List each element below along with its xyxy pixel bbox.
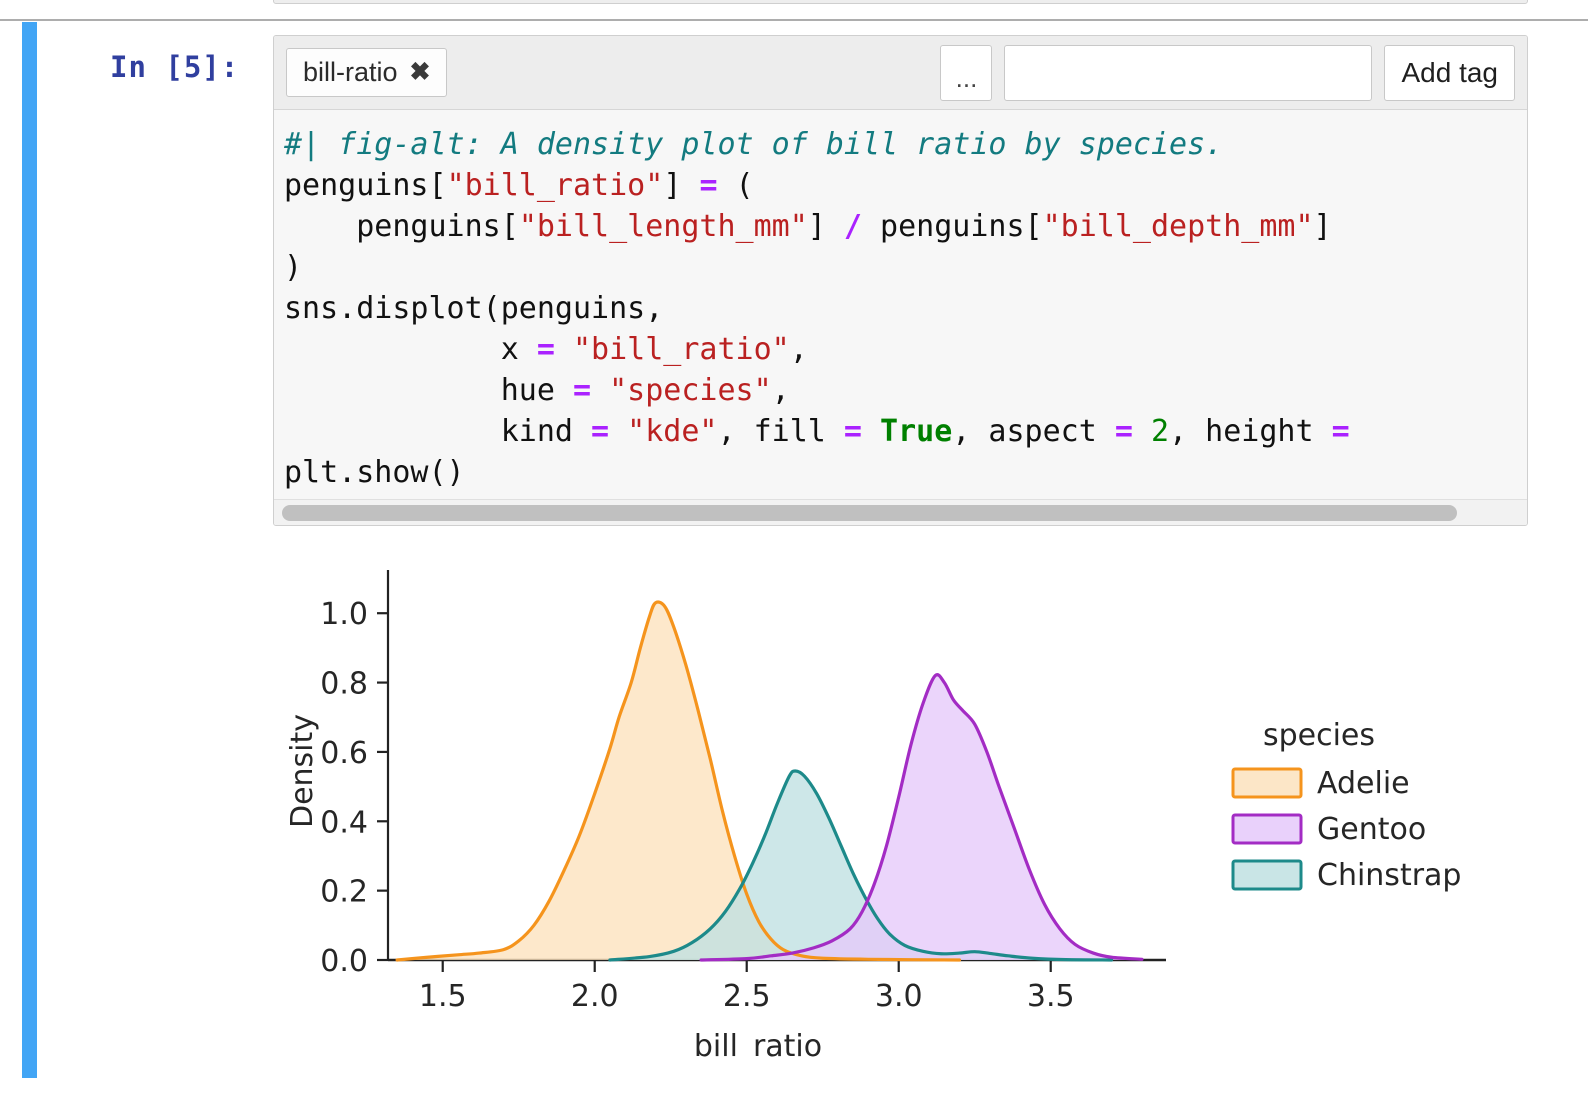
code-line-1: #| fig-alt: A density plot of bill ratio…: [284, 124, 1527, 165]
code-line-2: penguins["bill_ratio"] = (: [284, 165, 1527, 206]
cell-selection-bar[interactable]: [22, 22, 37, 1078]
code-token-op: =: [591, 414, 610, 449]
density-plot-svg: 0.0 0.2 0.4 0.6 0.8 1.0 1.5 2.0 2.5 3.0 3.5 bill_ra…: [285, 570, 1461, 1060]
y-tick-label: 0.2: [320, 875, 368, 910]
y-tick-label: 0.6: [320, 736, 368, 771]
series-line-adelie: [395, 600, 962, 962]
code-token-str: "bill_ratio": [446, 168, 664, 203]
code-token-op: =: [536, 332, 555, 367]
code-token-str: "species": [609, 373, 772, 408]
code-token-num: 2: [1150, 414, 1170, 449]
code-token-plain: (: [717, 168, 754, 203]
y-tick-label: 0.4: [320, 805, 368, 840]
cell-input-area: bill-ratio ✖ ... Add tag #| fig-alt: A d…: [273, 35, 1528, 526]
x-tick-label: 1.5: [419, 979, 467, 1014]
cell-output-area: 0.0 0.2 0.4 0.6 0.8 1.0 1.5 2.0 2.5 3.0 3.5 bill_ra…: [273, 560, 1528, 1060]
code-token-plain: [1133, 414, 1151, 449]
code-token-plain: kind: [284, 414, 592, 449]
y-axis-label: Density: [285, 714, 320, 828]
code-token-str: "kde": [627, 414, 718, 449]
code-token-plain: ]: [807, 209, 844, 244]
code-token-plain: ,: [771, 373, 790, 408]
tag-overflow-button[interactable]: ...: [940, 44, 993, 101]
code-token-plain: [862, 414, 880, 449]
code-token-plain: , height: [1169, 414, 1332, 449]
tag-input[interactable]: [1004, 44, 1373, 101]
x-tick-label: 2.0: [571, 979, 619, 1014]
legend-label-gentoo: Gentoo: [1317, 812, 1426, 847]
code-editor[interactable]: #| fig-alt: A density plot of bill ratio…: [274, 110, 1527, 499]
code-token-plain: plt.show(): [284, 455, 465, 490]
x-axis-label: bill_ratio: [694, 1029, 822, 1060]
code-token-str: "bill_depth_mm": [1042, 209, 1314, 244]
top-divider: [0, 19, 1588, 21]
series-fill-chinstrap: [609, 770, 1112, 960]
code-token-plain: sns.displot(penguins,: [284, 291, 664, 326]
code-token-plain: , aspect: [952, 414, 1115, 449]
code-token-plain: ]: [663, 168, 700, 203]
cell-tag-bar: bill-ratio ✖ ... Add tag: [274, 36, 1527, 110]
code-token-op: =: [699, 168, 718, 203]
code-token-plain: [555, 332, 573, 367]
series-line-chinstrap: [608, 769, 1114, 962]
remove-tag-icon[interactable]: ✖: [409, 57, 431, 86]
code-token-plain: penguins[: [284, 209, 519, 244]
x-tick-label: 2.5: [723, 979, 771, 1014]
legend-label-adelie: Adelie: [1317, 766, 1410, 801]
legend-title: species: [1263, 718, 1375, 753]
kde-density-figure: 0.0 0.2 0.4 0.6 0.8 1.0 1.5 2.0 2.5 3.0 3.5 bill_ra…: [273, 560, 1528, 1060]
code-token-op: =: [1114, 414, 1133, 449]
legend-swatch-chinstrap[interactable]: [1231, 859, 1303, 891]
code-line-5: sns.displot(penguins,: [284, 288, 1527, 329]
code-line-6: x = "bill_ratio",: [284, 329, 1527, 370]
code-token-plain: ]: [1313, 209, 1332, 244]
execution-count-prompt: In [5]:: [110, 50, 240, 84]
add-tag-button[interactable]: Add tag: [1384, 44, 1515, 101]
x-tick-label: 3.5: [1027, 979, 1075, 1014]
code-token-plain: hue: [284, 373, 573, 408]
legend-label-chinstrap: Chinstrap: [1317, 858, 1461, 893]
code-token-plain: , fill: [717, 414, 844, 449]
tag-label: bill-ratio: [303, 56, 398, 87]
code-line-8: kind = "kde", fill = True, aspect = 2, h…: [284, 411, 1527, 452]
series-line-gentoo: [699, 673, 1144, 962]
series-fill-gentoo: [701, 674, 1142, 960]
code-token-op: =: [843, 414, 862, 449]
code-token-plain: [609, 414, 627, 449]
code-scrollbar-thumb[interactable]: [282, 505, 1458, 521]
code-token-plain: x: [284, 332, 537, 367]
code-horizontal-scrollbar[interactable]: [274, 499, 1527, 525]
code-token-plain: [591, 373, 609, 408]
code-line-9: plt.show(): [284, 452, 1527, 493]
code-token-str: "bill_length_mm": [518, 209, 808, 244]
code-line-3: penguins["bill_length_mm"] / penguins["b…: [284, 206, 1527, 247]
legend-swatch-gentoo[interactable]: [1231, 813, 1303, 845]
y-tick-label: 0.8: [320, 667, 368, 702]
code-token-comment: #| fig-alt: A density plot of bill ratio…: [284, 127, 1224, 162]
code-token-op: =: [1331, 414, 1350, 449]
code-token-op: /: [843, 209, 862, 244]
series-fill-adelie: [397, 602, 960, 960]
code-token-op: =: [572, 373, 592, 408]
y-tick-label: 1.0: [320, 597, 368, 632]
code-token-plain: penguins[: [861, 209, 1043, 244]
code-token-str: "bill_ratio": [573, 332, 790, 367]
y-tick-label: 0.0: [320, 944, 368, 979]
code-token-plain: ,: [789, 332, 808, 367]
legend-swatch-adelie[interactable]: [1231, 767, 1303, 799]
tag-chip-bill-ratio[interactable]: bill-ratio ✖: [286, 47, 448, 98]
code-token-plain: ): [284, 250, 303, 285]
previous-cell-sliver: [273, 0, 1528, 4]
code-line-4: ): [284, 247, 1527, 288]
code-token-plain: penguins[: [284, 168, 447, 203]
code-token-bool: True: [880, 414, 953, 449]
x-tick-label: 3.0: [875, 979, 923, 1014]
code-line-7: hue = "species",: [284, 370, 1527, 411]
